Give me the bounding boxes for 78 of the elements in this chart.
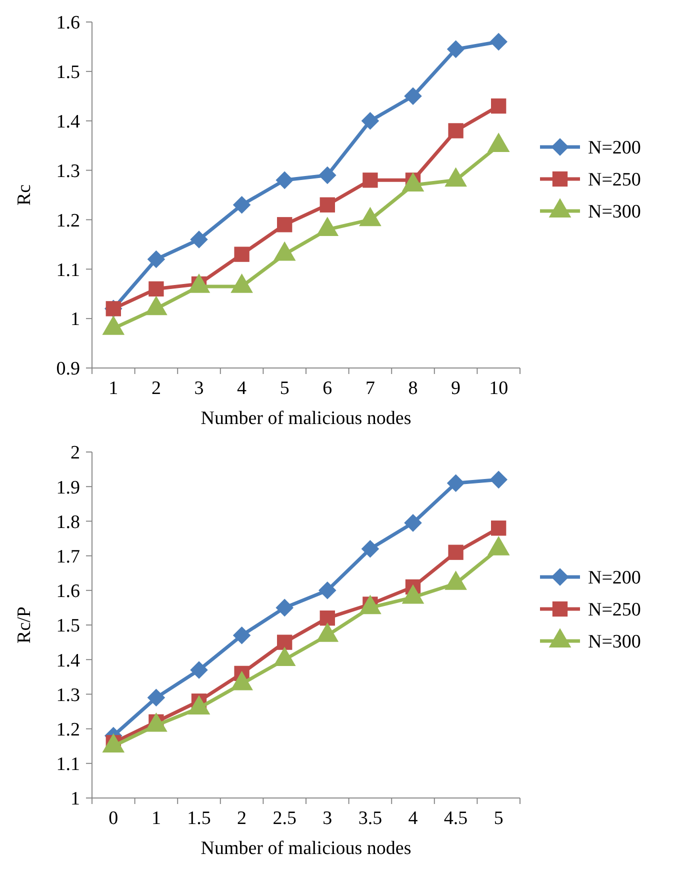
x-axis-title: Number of malicious nodes [200, 838, 412, 859]
x-tick-label: 3 [322, 808, 332, 829]
y-tick-label: 1.2 [56, 210, 80, 232]
point [361, 112, 380, 130]
x-tick-label: 9 [451, 378, 461, 399]
legend-label: N=300 [588, 632, 641, 653]
x-tick-label: 4 [237, 378, 248, 399]
point [490, 470, 508, 489]
x-tick-label: 4 [408, 808, 418, 829]
point [234, 246, 250, 262]
point [147, 250, 166, 268]
x-tick-label: 1 [151, 808, 161, 829]
point [404, 87, 422, 106]
x-tick-label: 6 [322, 378, 332, 399]
point [491, 520, 506, 536]
x-tick-label: 1 [108, 378, 118, 399]
point [148, 281, 164, 297]
point [318, 582, 336, 600]
point [320, 197, 335, 212]
point [490, 32, 508, 51]
point [318, 166, 336, 184]
y-tick-label: 1.9 [56, 477, 80, 498]
y-axis-title: Rc/P [14, 606, 35, 644]
x-tick-label: 5 [494, 808, 504, 829]
y-tick-label: 1.1 [56, 754, 80, 776]
x-tick-label: 0 [108, 808, 118, 829]
point [446, 40, 465, 58]
point [361, 540, 380, 558]
x-tick-label: 4.5 [444, 808, 468, 829]
x-tick-label: 5 [280, 378, 290, 399]
point [448, 544, 464, 560]
legend-label: N=200 [588, 568, 641, 589]
point [147, 688, 166, 707]
point [446, 474, 465, 492]
y-tick-label: 1.6 [56, 581, 80, 602]
point [448, 123, 464, 138]
x-axis-title: Number of malicious nodes [200, 408, 412, 429]
y-tick-label: 1.3 [56, 160, 80, 182]
x-tick-label: 3 [194, 378, 204, 399]
legend-label: N=250 [588, 600, 641, 621]
y-tick-label: 1.8 [56, 512, 80, 533]
y-tick-label: 1 [70, 309, 80, 330]
y-tick-label: 1.1 [56, 260, 80, 281]
x-tick-label: 2 [237, 808, 247, 829]
y-tick-label: 1.2 [56, 719, 80, 740]
x-tick-label: 2.5 [272, 808, 296, 829]
x-tick-label: 8 [408, 378, 418, 399]
point [320, 610, 335, 626]
y-tick-label: 1.4 [56, 112, 80, 133]
point [277, 634, 292, 650]
x-tick-label: 3.5 [358, 808, 382, 829]
legend-label: N=250 [588, 170, 641, 191]
point [276, 598, 294, 617]
point [276, 171, 294, 190]
legend-label: N=300 [588, 202, 641, 223]
x-tick-label: 2 [151, 378, 161, 399]
y-tick-label: 1 [70, 788, 80, 810]
y-tick-label: 0.9 [56, 358, 80, 380]
legend-label: N=200 [588, 138, 641, 159]
point [491, 98, 506, 114]
y-tick-label: 1.6 [56, 12, 80, 34]
y-tick-label: 1.7 [56, 546, 80, 568]
x-tick-label: 10 [489, 378, 508, 399]
point [404, 514, 422, 532]
x-tick-label: 1.5 [187, 808, 211, 829]
y-tick-label: 1.3 [56, 684, 80, 706]
point [190, 661, 208, 679]
point [190, 230, 208, 248]
point [232, 196, 251, 214]
y-axis-title: Rc [14, 184, 35, 206]
y-tick-label: 1.5 [56, 616, 80, 637]
x-tick-label: 7 [365, 378, 375, 399]
y-tick-label: 1.5 [56, 62, 80, 84]
y-tick-label: 1.4 [56, 650, 80, 672]
point [232, 626, 251, 644]
y-tick-label: 2 [70, 442, 80, 464]
point [277, 217, 292, 232]
point [362, 172, 378, 188]
